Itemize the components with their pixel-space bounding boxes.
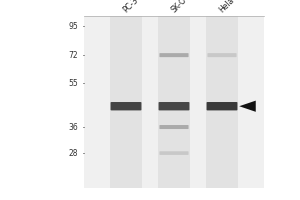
- Text: Hela: Hela: [217, 0, 236, 14]
- FancyBboxPatch shape: [110, 102, 142, 110]
- FancyBboxPatch shape: [160, 151, 188, 155]
- Text: 95: 95: [68, 22, 78, 31]
- FancyBboxPatch shape: [160, 125, 188, 129]
- Bar: [206, 16, 238, 188]
- Text: 36: 36: [68, 123, 78, 132]
- FancyBboxPatch shape: [158, 102, 190, 110]
- FancyBboxPatch shape: [208, 53, 236, 57]
- FancyBboxPatch shape: [160, 53, 188, 57]
- Bar: [158, 16, 190, 188]
- Polygon shape: [239, 101, 256, 112]
- Text: 72: 72: [68, 51, 78, 60]
- Text: 28: 28: [68, 149, 78, 158]
- Bar: [84, 16, 264, 188]
- Bar: [110, 16, 142, 188]
- Text: 55: 55: [68, 79, 78, 88]
- FancyBboxPatch shape: [207, 102, 238, 110]
- Text: PC-3: PC-3: [121, 0, 140, 14]
- Text: SK-OV-3: SK-OV-3: [169, 0, 197, 14]
